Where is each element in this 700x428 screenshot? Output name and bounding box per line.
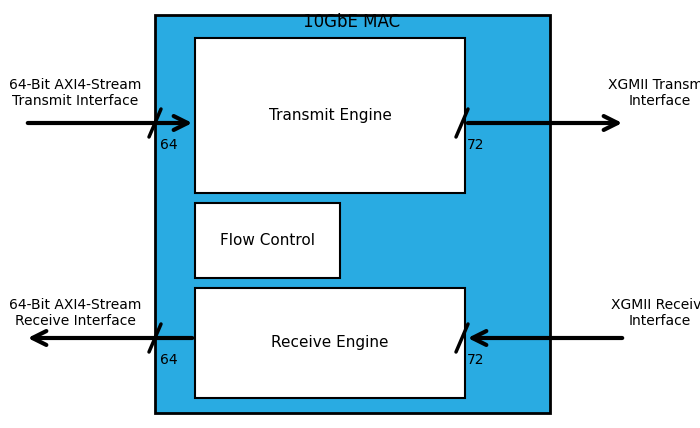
Text: Receive Engine: Receive Engine bbox=[272, 336, 389, 351]
Text: XGMII Transmit
Interface: XGMII Transmit Interface bbox=[608, 78, 700, 108]
Text: 10GbE MAC: 10GbE MAC bbox=[303, 13, 400, 31]
Text: XGMII Receive
Interface: XGMII Receive Interface bbox=[610, 298, 700, 328]
Text: Flow Control: Flow Control bbox=[220, 233, 315, 248]
Bar bbox=[195, 38, 465, 193]
Text: 64: 64 bbox=[160, 353, 178, 367]
Text: 72: 72 bbox=[467, 353, 484, 367]
Bar bbox=[155, 15, 550, 413]
Bar bbox=[195, 203, 340, 278]
Text: 64-Bit AXI4-Stream
Transmit Interface: 64-Bit AXI4-Stream Transmit Interface bbox=[9, 78, 141, 108]
Bar bbox=[195, 288, 465, 398]
Text: Transmit Engine: Transmit Engine bbox=[269, 108, 391, 123]
Text: 64-Bit AXI4-Stream
Receive Interface: 64-Bit AXI4-Stream Receive Interface bbox=[9, 298, 141, 328]
Text: 72: 72 bbox=[467, 138, 484, 152]
Text: 64: 64 bbox=[160, 138, 178, 152]
